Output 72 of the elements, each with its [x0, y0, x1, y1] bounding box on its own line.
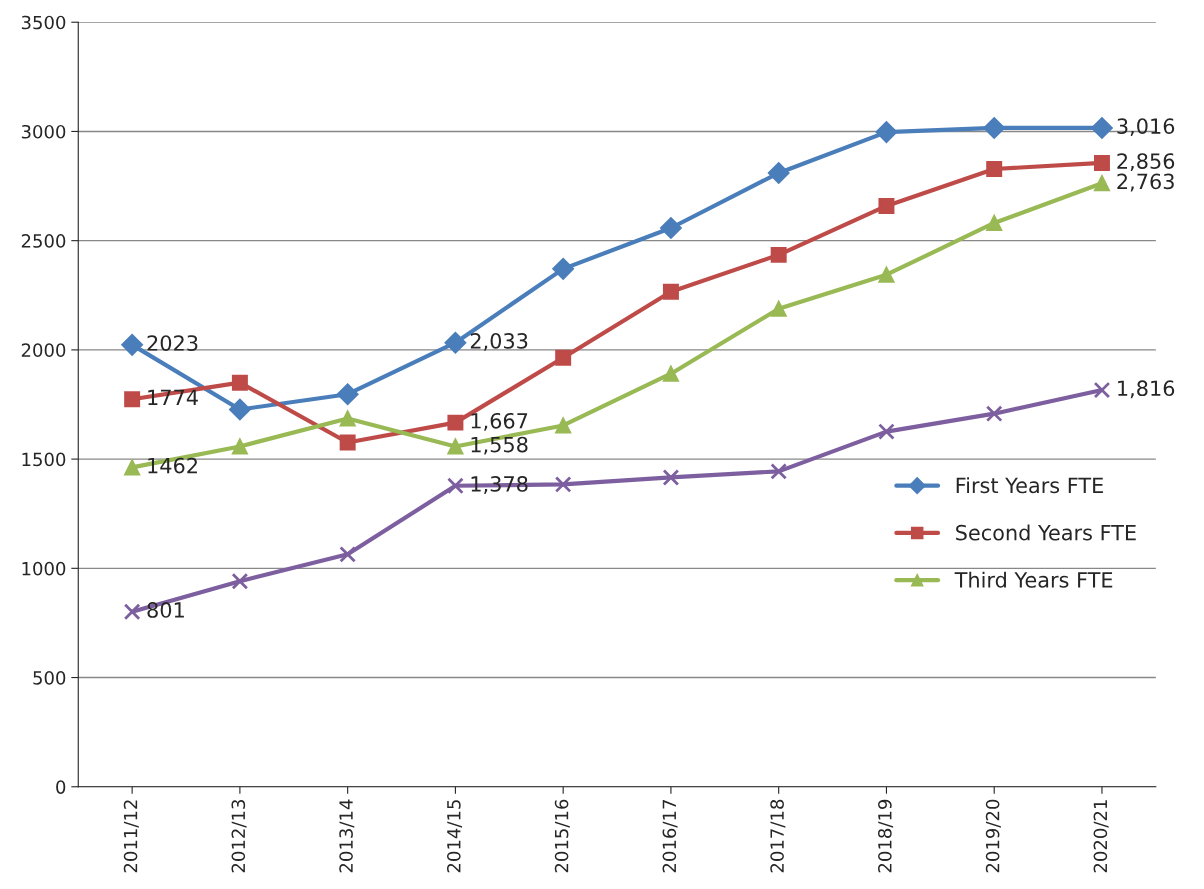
data-label: 2023 — [147, 335, 198, 351]
data-label: 1,667 — [471, 412, 528, 431]
point — [124, 459, 141, 476]
point — [555, 349, 572, 366]
point — [231, 572, 249, 590]
point — [986, 161, 1003, 177]
point — [770, 300, 787, 317]
y-tick-label: 1500 — [22, 452, 66, 467]
point — [1091, 117, 1113, 139]
point — [770, 246, 787, 263]
point — [985, 405, 1003, 422]
point — [555, 417, 572, 434]
point — [662, 469, 680, 486]
y-tick-label: 0 — [56, 780, 66, 794]
x-tick-label: 2012/13 — [231, 800, 247, 873]
point — [1093, 381, 1111, 399]
x-tick-label: 2015/16 — [554, 799, 570, 873]
data-label: 801 — [147, 602, 184, 618]
point — [123, 603, 141, 621]
data-label: 2,763 — [1117, 173, 1174, 192]
y-tick-label: 3000 — [21, 124, 66, 139]
point — [1093, 154, 1110, 171]
point — [336, 383, 359, 406]
point — [121, 334, 143, 356]
point — [983, 117, 1006, 139]
x-tick-label: 2011/12 — [123, 800, 139, 873]
y-tick-label: 1000 — [22, 561, 66, 576]
x-tick-label: 2016/17 — [662, 800, 678, 873]
point — [554, 476, 572, 493]
point — [231, 374, 248, 391]
data-label: 2,033 — [470, 332, 528, 351]
x-tick-label: 2017/18 — [770, 799, 786, 873]
y-tick-label: 500 — [33, 671, 66, 685]
data-label: 1462 — [148, 457, 197, 474]
point — [552, 257, 575, 280]
point — [339, 546, 356, 563]
point — [875, 121, 898, 143]
legend-label: Second Years FTE — [956, 524, 1136, 541]
point — [339, 410, 356, 427]
point — [662, 283, 679, 300]
point — [767, 162, 790, 184]
point — [339, 434, 356, 451]
point — [770, 463, 788, 480]
point — [444, 331, 467, 354]
point — [447, 438, 464, 455]
point — [662, 365, 679, 382]
y-tick-label: 2500 — [21, 234, 66, 248]
x-tick-label: 2014/15 — [446, 800, 463, 873]
x-tick-label: 2018/19 — [878, 799, 894, 873]
point — [660, 217, 682, 239]
point — [124, 391, 141, 408]
data-label: 2,856 — [1117, 153, 1175, 172]
y-tick-label: 2000 — [21, 343, 66, 357]
data-label: 1774 — [148, 389, 198, 405]
point — [229, 398, 251, 421]
x-tick-label: 2020/21 — [1093, 800, 1109, 873]
point — [447, 477, 464, 495]
point — [878, 197, 895, 214]
x-tick-label: 2019/20 — [985, 799, 1001, 873]
point — [878, 266, 895, 283]
point — [878, 423, 895, 440]
legend-label: First Years FTE — [956, 477, 1103, 494]
legend-label: Third Years FTE — [954, 571, 1113, 588]
x-tick-label: 2013/14 — [339, 799, 355, 873]
data-label: 1,816 — [1118, 380, 1175, 399]
data-label: 3,016 — [1117, 118, 1175, 137]
point — [1093, 175, 1110, 192]
data-label: 1,558 — [471, 436, 528, 455]
point — [986, 214, 1003, 231]
y-tick-label: 3500 — [21, 15, 66, 30]
point — [447, 414, 464, 431]
point — [231, 438, 248, 455]
